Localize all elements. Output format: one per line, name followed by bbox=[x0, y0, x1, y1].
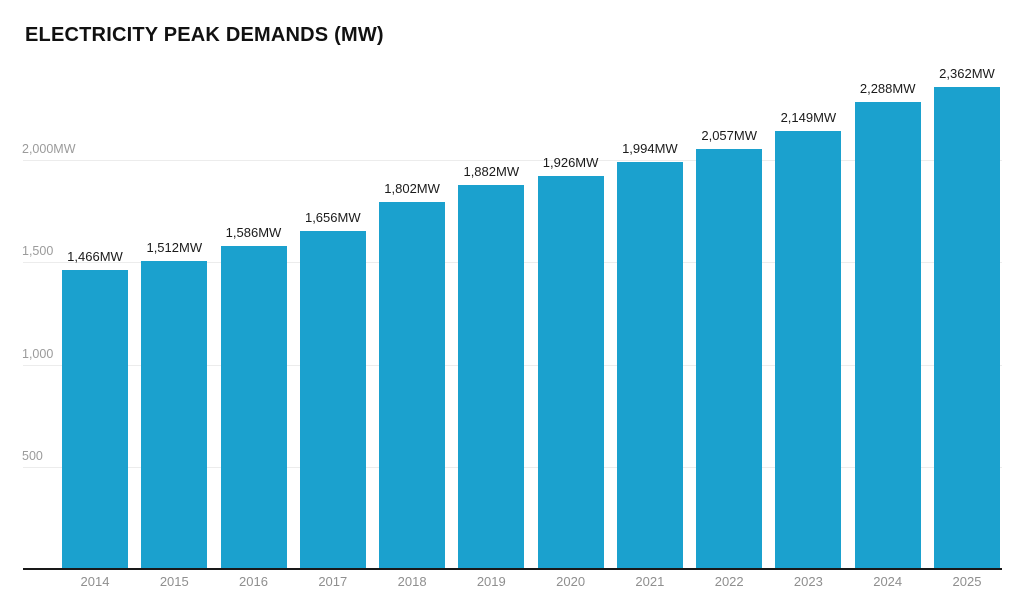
bar-value-label: 1,466MW bbox=[67, 249, 123, 265]
bar-value-label: 2,057MW bbox=[701, 128, 757, 144]
bar bbox=[934, 87, 1000, 570]
bar bbox=[458, 185, 525, 570]
bar-value-label: 1,802MW bbox=[384, 180, 440, 196]
bar bbox=[775, 130, 842, 570]
bar-value-label: 1,926MW bbox=[542, 155, 599, 171]
x-tick-label: 2022 bbox=[714, 574, 744, 589]
x-tick-label: 2016 bbox=[239, 574, 268, 589]
bar bbox=[141, 260, 208, 570]
bar-value-label: 1,586MW bbox=[225, 224, 282, 240]
bar-value-label: 2,362MW bbox=[939, 66, 995, 81]
y-tick-label: 1,500 bbox=[22, 244, 54, 259]
y-tick-label: 2,000MW bbox=[22, 142, 76, 156]
y-tick-label: 500 bbox=[22, 448, 43, 463]
x-tick-label: 2015 bbox=[159, 574, 189, 589]
bar-value-label: 1,994MW bbox=[622, 141, 678, 157]
bar bbox=[537, 176, 604, 570]
bar-value-label: 1,882MW bbox=[463, 164, 520, 180]
bar-value-label: 2,149MW bbox=[780, 109, 837, 125]
x-tick-label: 2024 bbox=[873, 574, 903, 589]
x-tick-label: 2017 bbox=[318, 574, 348, 589]
bar bbox=[379, 201, 446, 570]
y-tick-label: 1,000 bbox=[22, 346, 54, 361]
chart-title: ELECTRICITY PEAK DEMANDS (MW) bbox=[25, 24, 384, 46]
bar-value-label: 2,288MW bbox=[859, 81, 916, 97]
bar bbox=[696, 149, 763, 570]
bar bbox=[854, 102, 921, 570]
bar bbox=[62, 270, 128, 570]
bar bbox=[220, 245, 287, 570]
x-tick-label: 2021 bbox=[635, 574, 665, 589]
bar-value-label: 1,656MW bbox=[304, 210, 361, 226]
x-tick-label: 2014 bbox=[80, 574, 110, 589]
x-tick-label: 2025 bbox=[952, 574, 982, 589]
x-tick-label: 2019 bbox=[476, 574, 506, 589]
bar-value-label: 1,512MW bbox=[146, 239, 203, 255]
x-tick-label: 2018 bbox=[397, 574, 427, 589]
x-tick-label: 2023 bbox=[793, 574, 823, 589]
bar bbox=[616, 162, 683, 570]
x-axis-line bbox=[23, 568, 1002, 570]
bar bbox=[299, 231, 366, 570]
gridline bbox=[23, 160, 1002, 161]
x-tick-label: 2020 bbox=[556, 574, 586, 589]
